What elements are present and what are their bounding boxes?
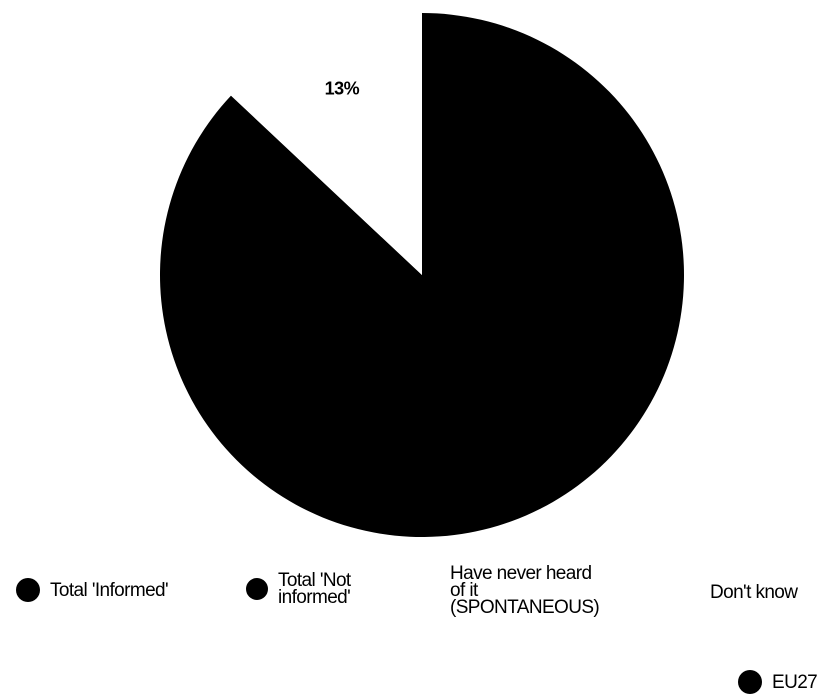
- legend-item-never-heard: Have never heard of it (SPONTANEOUS): [450, 563, 600, 618]
- legend-label-never-heard: Have never heard of it (SPONTANEOUS): [450, 563, 600, 618]
- series-legend-label-eu27: EU27: [772, 671, 818, 693]
- legend-label-total-not-informed: Total 'Not informed': [278, 570, 351, 608]
- legend-item-total-informed: Total 'Informed': [16, 578, 169, 602]
- legend-item-dont-know: Don't know: [710, 582, 798, 603]
- legend-item-total-not-informed: Total 'Not informed': [246, 570, 351, 608]
- legend-marker-total-informed: [16, 578, 40, 602]
- legend-label-dont-know: Don't know: [710, 582, 798, 603]
- pie-slices: [159, 13, 685, 537]
- pie-slice-total-not-informed: [231, 13, 422, 275]
- legend-marker-total-not-informed: [246, 578, 268, 600]
- series-legend-marker-eu27: [738, 670, 762, 694]
- legend-label-total-informed: Total 'Informed': [50, 579, 169, 601]
- pie-value-labels: 13%: [325, 79, 361, 99]
- pie-value-label-total-not-informed: 13%: [325, 79, 360, 99]
- series-legend-eu27: EU27: [738, 670, 818, 694]
